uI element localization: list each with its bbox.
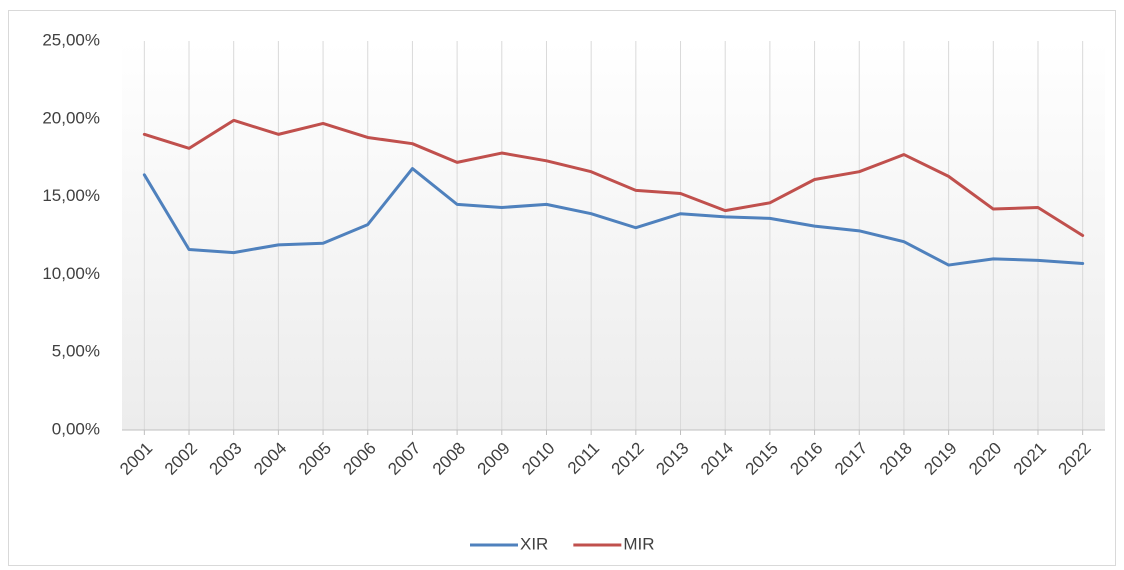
y-tick-label: 20,00% <box>42 108 100 127</box>
plot-area <box>122 41 1105 430</box>
y-tick-label: 15,00% <box>42 186 100 205</box>
data-line <box>142 167 1085 267</box>
legend-label: MIR <box>623 534 654 553</box>
y-tick-label: 10,00% <box>42 264 100 283</box>
data-line <box>142 118 1085 237</box>
y-tick-label: 5,00% <box>52 342 100 361</box>
legend-label: XIR <box>520 534 548 553</box>
y-tick-label: 0,00% <box>52 419 100 438</box>
y-tick-label: 25,00% <box>42 30 100 49</box>
